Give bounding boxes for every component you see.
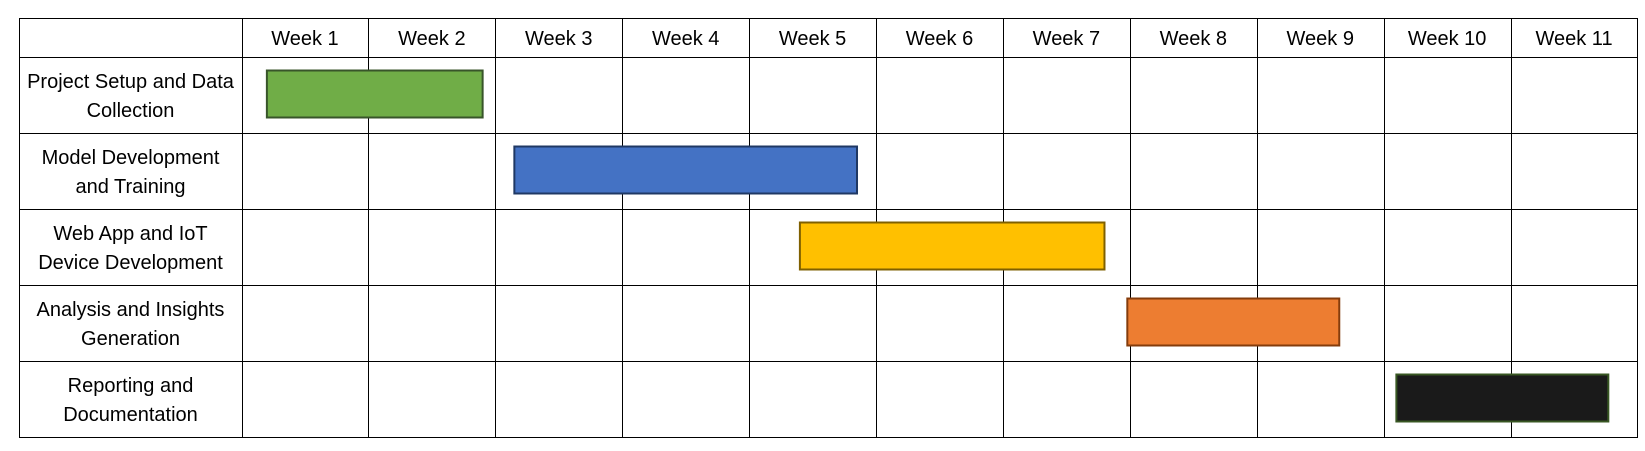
week-header-8: Week 8 [1160,28,1227,50]
task-bar-3 [798,221,1106,271]
task-bars [265,69,1610,423]
week-header-2: Week 2 [398,28,465,50]
task-bar-1 [265,69,484,119]
task-label-5-line-1: Reporting and [68,375,194,397]
week-header-7: Week 7 [1033,28,1100,50]
week-header-11: Week 11 [1535,28,1612,50]
week-header-1: Week 1 [271,28,338,50]
task-label-5-line-2: Documentation [63,404,198,426]
task-label-3-line-2: Device Development [38,252,223,274]
table-border [19,18,1638,438]
week-header-9: Week 9 [1287,28,1354,50]
task-label-3-line-1: Web App and IoT [53,223,207,245]
task-label-2-line-2: and Training [75,176,185,198]
week-header-10: Week 10 [1408,28,1487,50]
week-header-6: Week 6 [906,28,973,50]
task-label-2-line-1: Model Development [42,147,220,169]
task-label-4-line-2: Generation [81,328,180,350]
task-labels: Project Setup and Data Collection Model De… [27,71,235,426]
task-label-4-line-1: Analysis and Insights [37,299,225,321]
week-header-4: Week 4 [652,28,719,50]
task-label-1-line-1: Project Setup and Data [27,71,235,93]
week-header-3: Week 3 [525,28,592,50]
task-label-1-line-2: Collection [87,100,175,122]
task-bar-5 [1395,373,1610,423]
task-bar-2 [513,145,859,195]
table-grid [19,18,1638,438]
week-header-5: Week 5 [779,28,846,50]
week-headers: Week 1 Week 2 Week 3 Week 4 Week 5 Week 6 Week… [271,28,1612,50]
task-bar-4 [1126,297,1341,347]
